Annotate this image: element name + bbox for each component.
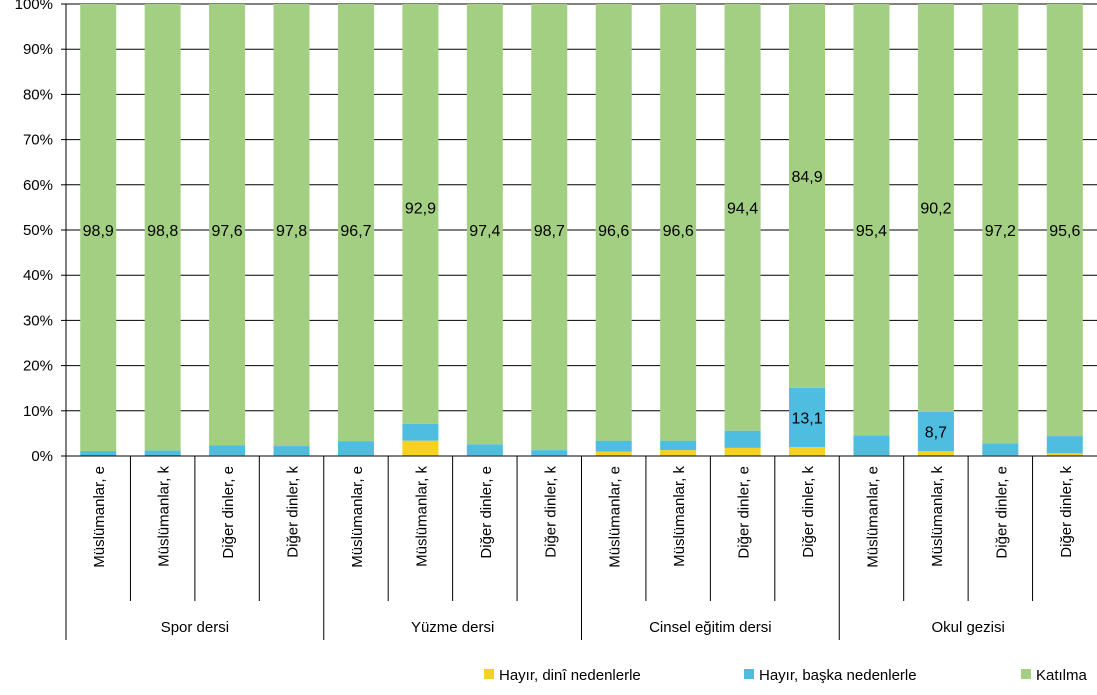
y-tick-label: 90% (23, 41, 53, 58)
data-label: 94,4 (727, 200, 758, 217)
data-label: 96,6 (598, 223, 629, 240)
group-label: Okul gezisi (931, 619, 1004, 636)
data-label: 97,6 (212, 223, 243, 240)
bar-segment (660, 441, 696, 450)
bar-segment (725, 431, 761, 448)
x-tick-label: Müslümanlar, e (864, 466, 881, 568)
bar-segment (918, 451, 954, 456)
y-tick-label: 70% (23, 132, 53, 149)
data-label: 97,8 (276, 223, 307, 240)
bar-segment (1047, 436, 1083, 453)
x-tick-label: Müslümanlar, k (671, 466, 688, 567)
y-tick-label: 50% (23, 222, 53, 239)
bar-segment (660, 450, 696, 456)
x-tick-label: Müslümanlar, e (91, 466, 108, 568)
x-tick-label: Diğer dinler, e (736, 466, 753, 559)
bar-segment (725, 448, 761, 456)
x-tick-label: Müslümanlar, k (929, 466, 946, 567)
y-tick-label: 10% (23, 403, 53, 420)
data-label: 96,6 (663, 223, 694, 240)
bar-segment (596, 451, 632, 456)
y-tick-label: 60% (23, 177, 53, 194)
bar-segment (209, 445, 245, 455)
data-label: 8,7 (925, 424, 947, 441)
bar-segment (80, 451, 116, 456)
bar-segment (338, 441, 374, 455)
legend-label: Hayır, dinî nedenlerle (499, 667, 641, 684)
x-tick-label: Müslümanlar, e (349, 466, 366, 568)
bar-segment (145, 451, 181, 456)
data-label: 95,4 (856, 223, 887, 240)
legend-swatch (484, 669, 494, 679)
x-tick-label: Diğer dinler, k (285, 466, 302, 558)
x-tick-label: Müslümanlar, k (413, 466, 430, 567)
data-label: 95,6 (1049, 223, 1080, 240)
y-tick-label: 20% (23, 358, 53, 375)
y-tick-label: 80% (23, 86, 53, 103)
y-tick-label: 0% (31, 448, 53, 465)
group-label: Cinsel eğitim dersi (649, 619, 772, 636)
x-tick-label: Diğer dinler, k (1058, 466, 1075, 558)
y-tick-label: 30% (23, 312, 53, 329)
x-tick-label: Diğer dinler, e (478, 466, 495, 559)
bar-segment (1047, 4, 1083, 436)
bar-segment (853, 4, 889, 435)
x-tick-label: Diğer dinler, k (800, 466, 817, 558)
x-tick-label: Diğer dinler, k (542, 466, 559, 558)
data-label: 98,9 (83, 223, 114, 240)
data-label: 98,7 (534, 223, 565, 240)
data-label: 97,2 (985, 223, 1016, 240)
bar-segment (982, 443, 1018, 455)
group-label: Yüzme dersi (411, 619, 494, 636)
bar-segment (789, 4, 825, 388)
data-label: 96,7 (340, 223, 371, 240)
x-tick-label: Müslümanlar, k (156, 466, 173, 567)
data-label: 84,9 (791, 169, 822, 186)
y-tick-label: 100% (15, 0, 53, 13)
bar-segment (531, 450, 567, 455)
data-label: 97,4 (469, 223, 500, 240)
legend-label: Katılma (1036, 667, 1088, 684)
bar-segment (402, 441, 438, 456)
bar-segment (789, 447, 825, 456)
bar-segment (467, 444, 503, 455)
bar-segment (274, 446, 310, 455)
bar-segment (853, 435, 889, 455)
data-label: 13,1 (791, 410, 822, 427)
bar-segment (596, 441, 632, 452)
y-tick-label: 40% (23, 267, 53, 284)
legend: Hayır, dinî nedenlerle Hayır, başka neden… (484, 667, 1088, 684)
x-tick-label: Müslümanlar, e (607, 466, 624, 568)
x-tick-label: Diğer dinler, e (993, 466, 1010, 559)
legend-swatch (1021, 669, 1031, 679)
legend-swatch (744, 669, 754, 679)
legend-label: Hayır, başka nedenlerle (759, 667, 917, 684)
bar-segment (402, 424, 438, 441)
data-label: 90,2 (920, 200, 951, 217)
data-label: 98,8 (147, 223, 178, 240)
x-tick-label: Diğer dinler, e (220, 466, 237, 559)
group-label: Spor dersi (161, 619, 229, 636)
data-label: 92,9 (405, 200, 436, 217)
